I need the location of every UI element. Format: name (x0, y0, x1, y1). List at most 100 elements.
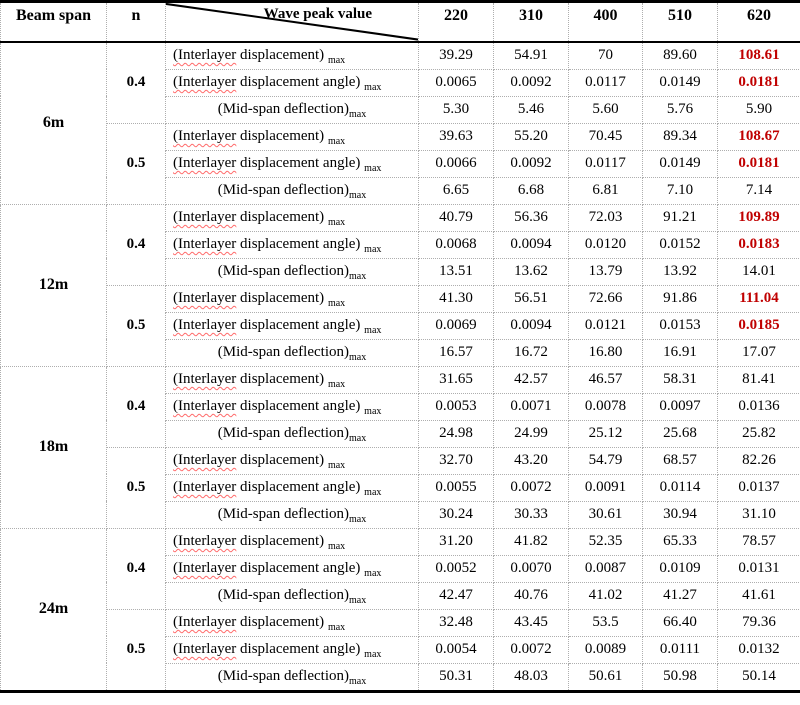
value-cell: 108.61 (717, 41, 800, 70)
table-row: 24m 0.4 (Interlayer displacement) max 31.20… (0, 527, 800, 692)
table-row: (Mid-span deflection)max 16.57 16.72 16.80 1… (1, 338, 800, 367)
value-cell: 108.67 (717, 122, 800, 151)
value-cell: 54.79 (568, 446, 643, 475)
value-cell: 0.0091 (568, 473, 643, 502)
value-cell: 30.33 (493, 500, 569, 529)
value-cell: 48.03 (493, 662, 569, 692)
value-cell: 72.03 (568, 203, 643, 232)
value-cell: 5.60 (568, 95, 643, 124)
row-label-text: displacement angle) (236, 641, 365, 657)
max-subscript: max (349, 595, 367, 606)
spellcheck-underlined-word: (Interlayer (173, 47, 237, 63)
value-cell: 5.30 (418, 95, 494, 124)
value-cell: 39.29 (418, 41, 494, 70)
value-cell: 16.91 (642, 338, 718, 367)
n-value-cell: 0.4 (106, 365, 166, 448)
value-cell: 0.0111 (642, 635, 718, 664)
value-cell: 0.0092 (493, 68, 569, 97)
value-cell: 25.12 (568, 419, 643, 448)
max-subscript: max (364, 406, 382, 417)
value-cell: 5.46 (493, 95, 569, 124)
row-label-text: displacement angle) (236, 317, 365, 333)
table-row: (Interlayer displacement angle) max 0.006… (1, 230, 800, 259)
max-subscript: max (364, 163, 382, 174)
max-subscript: max (349, 433, 367, 444)
value-cell: 0.0117 (568, 68, 643, 97)
value-cell: 6.81 (568, 176, 643, 205)
row-label-text: displacement angle) (236, 155, 365, 171)
diagonal-line (166, 3, 418, 41)
value-cell: 0.0087 (568, 554, 643, 583)
max-subscript: max (349, 352, 367, 363)
value-cell: 41.82 (493, 527, 569, 556)
row-label-text: (Mid-span deflection) (217, 506, 349, 522)
table-row: (Mid-span deflection)max 13.51 13.62 13.79 1… (1, 257, 800, 286)
row-label-text: displacement angle) (236, 74, 365, 90)
row-label-text: displacement) (236, 533, 328, 549)
row-label-defl: (Mid-span deflection)max (165, 257, 419, 286)
max-subscript: max (349, 271, 367, 282)
row-label-disp: (Interlayer displacement) max (165, 203, 419, 232)
row-label-disp: (Interlayer displacement) max (165, 527, 419, 556)
value-cell: 5.76 (642, 95, 718, 124)
value-cell: 17.07 (717, 338, 800, 367)
value-cell: 82.26 (717, 446, 800, 475)
row-label-text: (Mid-span deflection) (217, 182, 349, 198)
value-cell: 6.68 (493, 176, 569, 205)
beam-span-cell: 12m (0, 203, 107, 367)
value-cell: 0.0052 (418, 554, 494, 583)
value-cell: 13.92 (642, 257, 718, 286)
value-cell: 41.61 (717, 581, 800, 610)
row-label-text: displacement) (236, 128, 328, 144)
value-cell: 6.65 (418, 176, 494, 205)
value-cell: 50.31 (418, 662, 494, 692)
value-cell: 30.24 (418, 500, 494, 529)
row-label-text: displacement angle) (236, 560, 365, 576)
row-label-text: displacement) (236, 209, 328, 225)
value-cell: 65.33 (642, 527, 718, 556)
table-row: (Interlayer displacement angle) max 0.006… (1, 68, 800, 97)
value-cell: 30.94 (642, 500, 718, 529)
value-cell: 25.68 (642, 419, 718, 448)
value-cell: 0.0072 (493, 635, 569, 664)
spellcheck-underlined-word: (Interlayer (173, 533, 237, 549)
value-cell: 24.99 (493, 419, 569, 448)
value-cell: 0.0094 (493, 230, 569, 259)
value-cell: 40.76 (493, 581, 569, 610)
table-row: 12m 0.4 (Interlayer displacement) max 40.79… (0, 203, 800, 367)
value-cell: 31.65 (418, 365, 494, 394)
row-label-text: displacement angle) (236, 479, 365, 495)
value-cell: 31.10 (717, 500, 800, 529)
max-subscript: max (364, 649, 382, 660)
spellcheck-underlined-word: (Interlayer (173, 317, 237, 333)
row-label-angle: (Interlayer displacement angle) max (165, 230, 419, 259)
value-cell: 0.0068 (418, 230, 494, 259)
row-label-angle: (Interlayer displacement angle) max (165, 554, 419, 583)
value-cell: 5.90 (717, 95, 800, 124)
row-label-text: (Mid-span deflection) (217, 668, 349, 684)
value-cell: 52.35 (568, 527, 643, 556)
value-cell: 41.27 (642, 581, 718, 610)
max-subscript: max (364, 82, 382, 93)
value-cell: 43.45 (493, 608, 569, 637)
table-row: 6m 0.4 (Interlayer displacement) max 39.29 5… (0, 41, 800, 205)
row-label-angle: (Interlayer displacement angle) max (165, 68, 419, 97)
spellcheck-underlined-word: (Interlayer (173, 74, 237, 90)
table-row: (Interlayer displacement angle) max 0.005… (1, 554, 800, 583)
row-label-text: (Mid-span deflection) (217, 587, 349, 603)
value-cell: 89.34 (642, 122, 718, 151)
row-label-angle: (Interlayer displacement angle) max (165, 635, 419, 664)
value-cell: 39.63 (418, 122, 494, 151)
value-cell: 0.0053 (418, 392, 494, 421)
value-cell: 50.98 (642, 662, 718, 692)
row-label-text: (Mid-span deflection) (217, 101, 349, 117)
row-label-defl: (Mid-span deflection)max (165, 176, 419, 205)
table-row: (Mid-span deflection)max 24.98 24.99 25.12 2… (1, 419, 800, 448)
value-cell: 42.57 (493, 365, 569, 394)
row-label-disp: (Interlayer displacement) max (165, 122, 419, 151)
value-cell: 0.0131 (717, 554, 800, 583)
value-cell: 0.0152 (642, 230, 718, 259)
table-body: 6m 0.4 (Interlayer displacement) max 39.29 5… (0, 41, 800, 692)
value-cell: 0.0149 (642, 149, 718, 178)
max-subscript: max (349, 190, 367, 201)
